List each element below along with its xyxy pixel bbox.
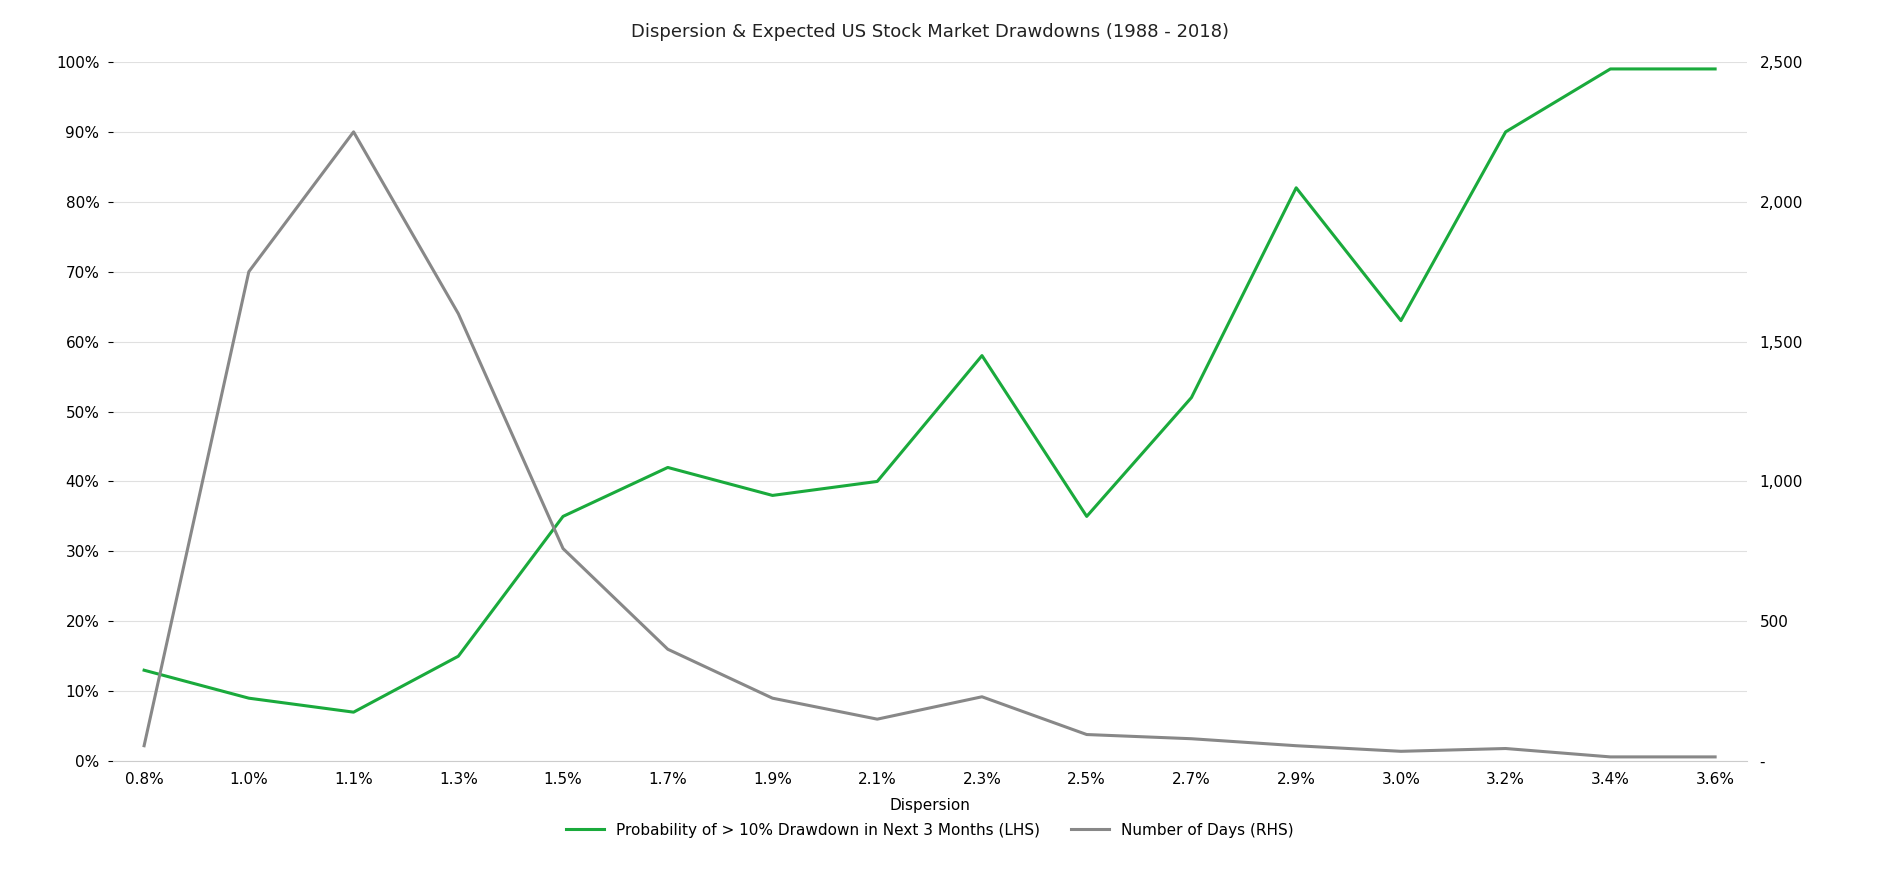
Probability of > 10% Drawdown in Next 3 Months (LHS)	[1076, 511, 1099, 521]
Probability of > 10% Drawdown in Next 3 Months (LHS)	[971, 350, 993, 361]
Probability of > 10% Drawdown in Next 3 Months (LHS)	[342, 707, 364, 718]
Number of Days (RHS)	[1285, 741, 1307, 751]
Probability of > 10% Drawdown in Next 3 Months (LHS)	[1179, 392, 1202, 403]
Probability of > 10% Drawdown in Next 3 Months (LHS)	[552, 511, 575, 521]
Probability of > 10% Drawdown in Next 3 Months (LHS)	[1703, 64, 1726, 74]
Probability of > 10% Drawdown in Next 3 Months (LHS)	[761, 490, 783, 501]
Title: Dispersion & Expected US Stock Market Drawdowns (1988 - 2018): Dispersion & Expected US Stock Market Dr…	[631, 23, 1228, 41]
Probability of > 10% Drawdown in Next 3 Months (LHS)	[1285, 182, 1307, 193]
Number of Days (RHS)	[971, 691, 993, 702]
Probability of > 10% Drawdown in Next 3 Months (LHS)	[866, 476, 888, 487]
Number of Days (RHS)	[1703, 751, 1726, 762]
Number of Days (RHS)	[552, 543, 575, 554]
Number of Days (RHS)	[657, 644, 680, 655]
Number of Days (RHS)	[1495, 743, 1517, 754]
Probability of > 10% Drawdown in Next 3 Months (LHS)	[1390, 315, 1412, 326]
Number of Days (RHS)	[133, 741, 156, 751]
Probability of > 10% Drawdown in Next 3 Months (LHS)	[133, 665, 156, 675]
Number of Days (RHS)	[761, 693, 783, 704]
Line: Number of Days (RHS): Number of Days (RHS)	[145, 132, 1715, 757]
Number of Days (RHS)	[1179, 734, 1202, 744]
Line: Probability of > 10% Drawdown in Next 3 Months (LHS): Probability of > 10% Drawdown in Next 3 …	[145, 69, 1715, 712]
Probability of > 10% Drawdown in Next 3 Months (LHS)	[237, 693, 259, 704]
Number of Days (RHS)	[447, 308, 470, 319]
Number of Days (RHS)	[1076, 729, 1099, 740]
Number of Days (RHS)	[342, 127, 364, 137]
Number of Days (RHS)	[237, 266, 259, 277]
Probability of > 10% Drawdown in Next 3 Months (LHS)	[447, 650, 470, 661]
Number of Days (RHS)	[1390, 746, 1412, 757]
Number of Days (RHS)	[1600, 751, 1623, 762]
X-axis label: Dispersion: Dispersion	[888, 797, 971, 812]
Probability of > 10% Drawdown in Next 3 Months (LHS)	[1495, 127, 1517, 137]
Legend: Probability of > 10% Drawdown in Next 3 Months (LHS), Number of Days (RHS): Probability of > 10% Drawdown in Next 3 …	[560, 817, 1300, 844]
Number of Days (RHS)	[866, 714, 888, 725]
Probability of > 10% Drawdown in Next 3 Months (LHS)	[657, 462, 680, 473]
Probability of > 10% Drawdown in Next 3 Months (LHS)	[1600, 64, 1623, 74]
